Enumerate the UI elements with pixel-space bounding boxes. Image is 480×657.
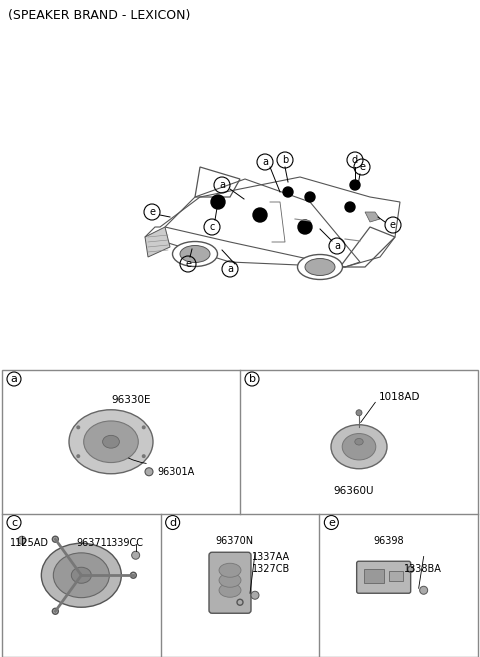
Text: (SPEAKER BRAND - LEXICON): (SPEAKER BRAND - LEXICON)	[8, 9, 191, 22]
Ellipse shape	[41, 543, 121, 607]
Ellipse shape	[84, 421, 138, 463]
Circle shape	[420, 586, 428, 594]
Circle shape	[345, 202, 355, 212]
Text: 96360U: 96360U	[334, 486, 374, 495]
Bar	[2, 370, 478, 657]
Text: 96330E: 96330E	[111, 395, 151, 405]
Text: e: e	[149, 207, 155, 217]
Polygon shape	[145, 227, 170, 257]
Polygon shape	[365, 212, 380, 222]
Ellipse shape	[298, 254, 343, 279]
Text: e: e	[390, 220, 396, 230]
Ellipse shape	[355, 438, 363, 445]
Text: b: b	[249, 374, 255, 384]
Ellipse shape	[305, 258, 335, 275]
Text: e: e	[185, 259, 191, 269]
Text: a: a	[219, 180, 225, 190]
Circle shape	[211, 195, 225, 209]
Text: 96301A: 96301A	[157, 466, 194, 477]
Ellipse shape	[331, 424, 387, 468]
Text: 1339CC: 1339CC	[106, 539, 144, 549]
Text: e: e	[328, 518, 335, 528]
Text: c: c	[209, 222, 215, 232]
Ellipse shape	[69, 410, 153, 474]
Text: 1337AA: 1337AA	[252, 551, 290, 562]
Text: d: d	[169, 518, 176, 528]
Ellipse shape	[180, 246, 210, 263]
Circle shape	[350, 180, 360, 190]
Text: a: a	[262, 157, 268, 167]
Text: c: c	[11, 518, 17, 528]
Text: b: b	[282, 155, 288, 165]
FancyBboxPatch shape	[357, 561, 411, 593]
FancyBboxPatch shape	[209, 553, 251, 613]
Circle shape	[52, 536, 59, 542]
Ellipse shape	[219, 583, 241, 597]
Ellipse shape	[53, 553, 109, 598]
Circle shape	[283, 187, 293, 197]
Circle shape	[142, 454, 146, 458]
Text: 96370N: 96370N	[215, 535, 253, 545]
Circle shape	[251, 591, 259, 599]
Text: a: a	[227, 264, 233, 274]
Ellipse shape	[172, 242, 217, 267]
Text: 1125AD: 1125AD	[10, 539, 49, 549]
Text: d: d	[352, 155, 358, 165]
Circle shape	[76, 454, 80, 458]
Circle shape	[132, 551, 140, 559]
Text: 96398: 96398	[373, 535, 404, 545]
Circle shape	[237, 599, 243, 605]
Circle shape	[356, 410, 362, 416]
Circle shape	[253, 208, 267, 222]
Bar	[389, 571, 403, 581]
Text: e: e	[359, 162, 365, 172]
Ellipse shape	[219, 563, 241, 578]
Circle shape	[76, 425, 80, 430]
Ellipse shape	[342, 434, 376, 460]
Circle shape	[408, 566, 414, 572]
Text: a: a	[11, 374, 17, 384]
Bar	[364, 569, 384, 583]
Ellipse shape	[103, 436, 120, 448]
Circle shape	[131, 572, 136, 578]
Circle shape	[18, 536, 26, 544]
Circle shape	[145, 468, 153, 476]
Text: 1327CB: 1327CB	[252, 564, 290, 574]
Text: 1338BA: 1338BA	[404, 564, 442, 574]
Circle shape	[305, 192, 315, 202]
Circle shape	[298, 220, 312, 234]
Text: a: a	[334, 241, 340, 251]
Text: 96371: 96371	[76, 539, 107, 549]
Ellipse shape	[72, 567, 91, 583]
Circle shape	[52, 608, 59, 614]
Circle shape	[142, 425, 146, 430]
Text: 1018AD: 1018AD	[379, 392, 420, 402]
Ellipse shape	[219, 574, 241, 587]
